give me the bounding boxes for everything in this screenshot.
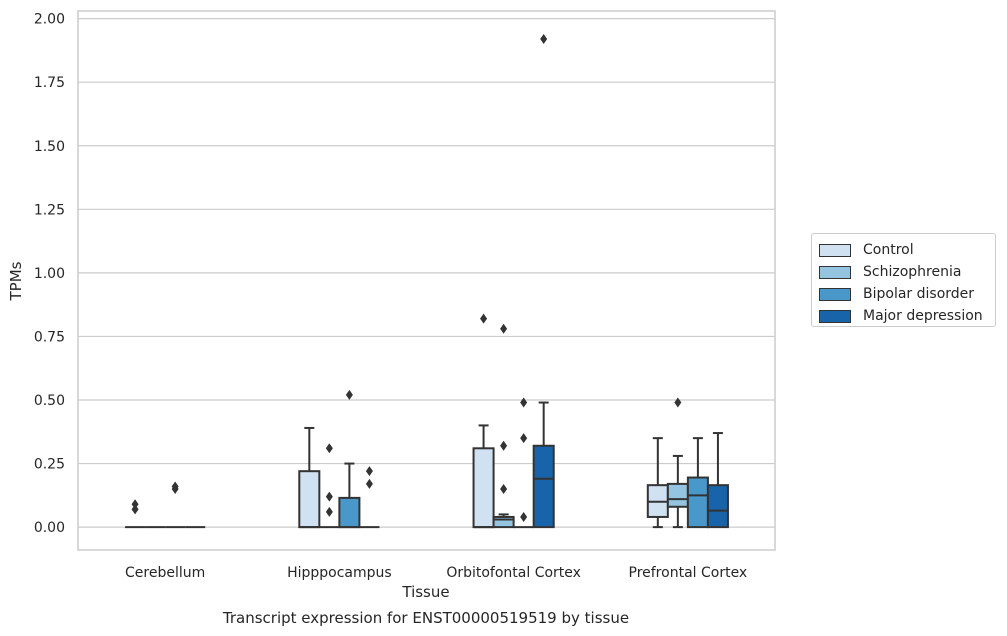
y-tick-label: 0.25 [34,457,65,473]
plot-frame [77,10,776,551]
plot-background [78,11,775,550]
box-1-2 [338,389,361,529]
legend-label: Bipolar disorder [863,286,975,302]
outlier-point [500,440,508,451]
box-2-3 [532,33,555,529]
outlier-point [325,443,333,454]
legend-item: Schizophrenia [818,261,989,283]
box-body [686,476,709,529]
outlier-point [325,506,333,517]
y-tick-label: 0.00 [34,520,65,536]
x-tick-label: Orbitofontal Cortex [446,565,581,581]
legend-item: Control [818,239,989,261]
box-1-1 [319,443,340,529]
box-2-0 [472,313,495,529]
legend-swatch [819,287,851,301]
box-body [338,496,361,529]
y-tick-label: 2.00 [34,12,65,28]
y-tick-label: 0.50 [34,393,65,409]
legend-item: Major depression [818,305,989,327]
legend-label: Major depression [863,308,983,324]
outlier-point [171,481,179,492]
box-3-3 [706,432,729,529]
box-body [666,482,689,508]
legend-label: Schizophrenia [863,264,962,280]
outlier-point [520,511,528,522]
box-body [532,444,555,529]
box-0-2 [165,481,186,529]
y-tick-label: 1.75 [34,75,65,91]
box-body [706,484,729,529]
outlier-point [365,478,373,489]
y-tick-label: 1.00 [34,266,65,282]
y-tick-labels: 0.00 0.25 0.50 0.75 1.00 1.25 1.50 1.75 2.00 [34,12,65,536]
outlier-point [480,313,488,324]
legend-swatch [819,309,851,323]
legend: Control Schizophrenia Bipolar disorder Majo… [811,233,996,327]
box-0-0 [125,499,146,529]
box-body [492,515,515,529]
box-1-3 [359,466,380,529]
box-body [298,470,321,529]
box-body [472,447,495,529]
x-tick-label: Hipppocampus [287,565,392,581]
outlier-point [520,397,528,408]
legend-swatch [819,243,851,257]
box-3-0 [646,437,669,529]
outlier-point [520,433,528,444]
box-1-0 [298,426,321,529]
outlier-point [500,483,508,494]
outlier-point [500,323,508,334]
boxes [125,33,729,529]
legend-label: Control [863,242,914,258]
x-tick-label: Prefrontal Cortex [629,565,748,581]
x-tick-labels: Cerebellum Hipppocampus Orbitofontal Corte… [125,565,747,581]
box-2-1 [492,323,515,529]
legend-item: Bipolar disorder [818,283,989,305]
outlier-point [345,389,353,400]
outlier-point [131,504,139,515]
y-tick-label: 0.75 [34,329,65,345]
outlier-point [674,397,682,408]
y-axis-label: TPMs [7,261,25,301]
outlier-point [540,33,548,44]
outlier-point [325,491,333,502]
chart-caption: Transcript expression for ENST0000051951… [222,609,629,627]
legend-swatch [819,265,851,279]
x-axis-label: Tissue [401,583,449,601]
box-2-2 [513,397,534,529]
outlier-point [365,466,373,477]
outlier-point [131,499,139,510]
y-tick-label: 1.25 [34,202,65,218]
box-3-1 [666,397,689,529]
x-tick-label: Cerebellum [125,565,205,581]
y-tick-label: 1.50 [34,139,65,155]
